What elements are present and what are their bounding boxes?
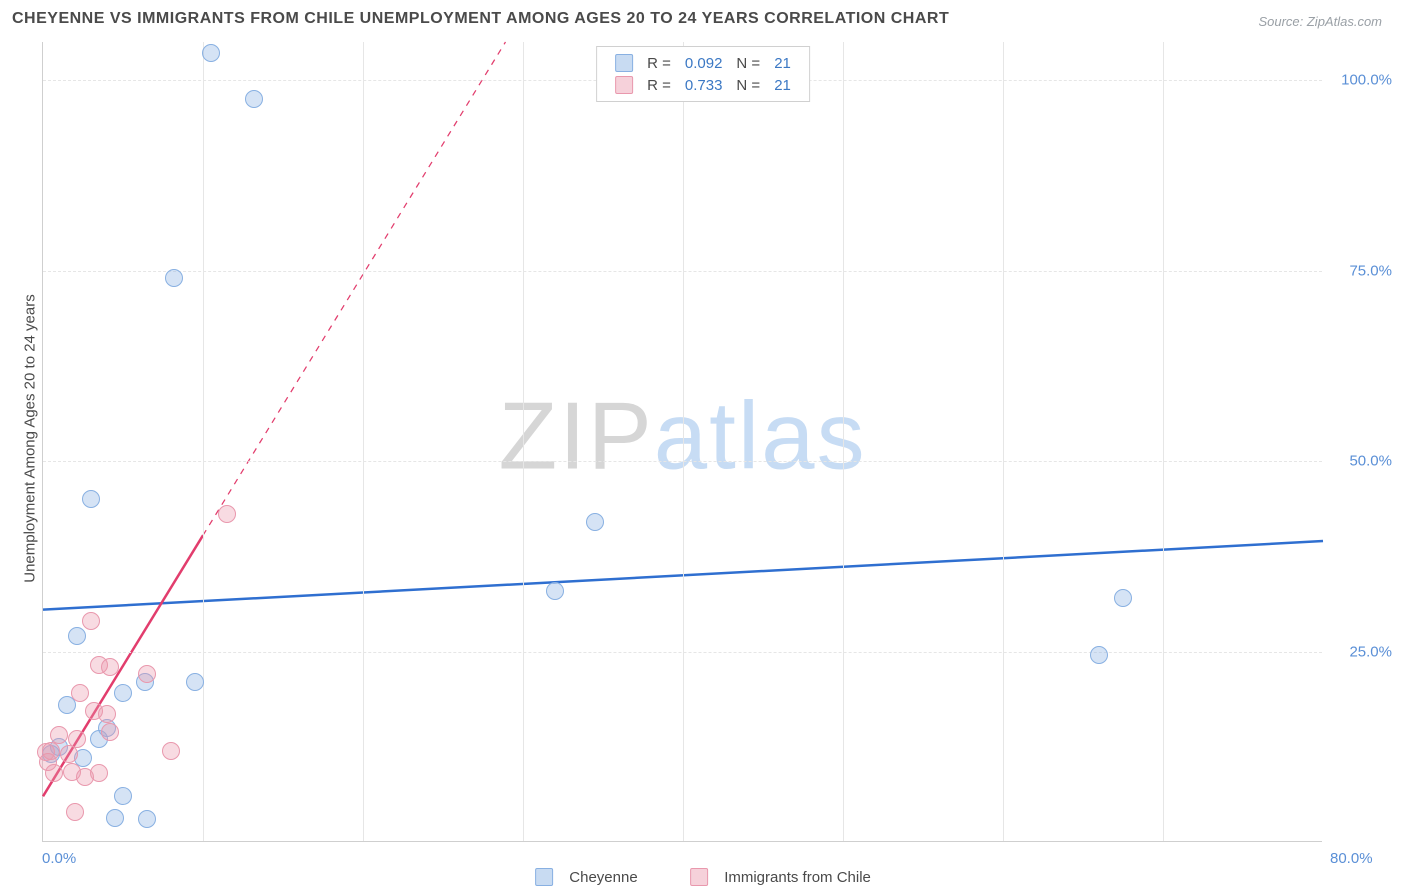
grid-line-vertical [1003,42,1004,841]
scatter-point [1114,589,1132,607]
y-tick-label: 50.0% [1349,453,1392,470]
legend-label-cheyenne: Cheyenne [569,869,637,886]
grid-line-vertical [683,42,684,841]
n-value-cheyenne: 21 [768,53,797,73]
correlation-legend: R = 0.092 N = 21 R = 0.733 N = 21 [596,46,810,102]
scatter-point [71,684,89,702]
scatter-point [37,743,55,761]
legend-row-cheyenne: R = 0.092 N = 21 [609,53,797,73]
chart-title: CHEYENNE VS IMMIGRANTS FROM CHILE UNEMPL… [12,10,949,28]
x-tick-label: 80.0% [1330,850,1373,867]
r-value-chile: 0.733 [679,75,729,95]
scatter-point [68,627,86,645]
grid-line-vertical [1163,42,1164,841]
legend-label-chile: Immigrants from Chile [724,869,871,886]
y-tick-label: 75.0% [1349,262,1392,279]
scatter-point [114,684,132,702]
scatter-point [202,44,220,62]
series-legend: Cheyenne Immigrants from Chile [529,868,877,886]
x-tick-label: 0.0% [42,850,76,867]
scatter-point [66,803,84,821]
scatter-point [82,612,100,630]
scatter-point [114,787,132,805]
legend-swatch-cheyenne [615,54,633,72]
n-label: N = [730,75,766,95]
scatter-point [101,723,119,741]
scatter-point [60,745,78,763]
scatter-point [162,742,180,760]
y-axis-label: Unemployment Among Ages 20 to 24 years [22,89,39,789]
scatter-point [82,490,100,508]
scatter-point [90,764,108,782]
y-tick-label: 100.0% [1341,72,1392,89]
scatter-point [245,90,263,108]
grid-line-vertical [363,42,364,841]
legend-swatch-chile [690,868,708,886]
scatter-point [101,658,119,676]
scatter-point [586,513,604,531]
source-attribution: Source: ZipAtlas.com [1258,14,1382,29]
r-label: R = [641,75,677,95]
grid-line-vertical [843,42,844,841]
scatter-point [186,673,204,691]
scatter-point [546,582,564,600]
scatter-plot-area: ZIPatlas [42,42,1322,842]
scatter-point [165,269,183,287]
legend-swatch-cheyenne [535,868,553,886]
scatter-point [218,505,236,523]
scatter-point [1090,646,1108,664]
r-value-cheyenne: 0.092 [679,53,729,73]
y-tick-label: 25.0% [1349,643,1392,660]
grid-line-vertical [523,42,524,841]
n-value-chile: 21 [768,75,797,95]
scatter-point [106,809,124,827]
grid-line-vertical [203,42,204,841]
scatter-point [98,705,116,723]
legend-row-chile: R = 0.733 N = 21 [609,75,797,95]
scatter-point [45,764,63,782]
r-label: R = [641,53,677,73]
legend-swatch-chile [615,76,633,94]
scatter-point [138,810,156,828]
scatter-point [138,665,156,683]
n-label: N = [730,53,766,73]
